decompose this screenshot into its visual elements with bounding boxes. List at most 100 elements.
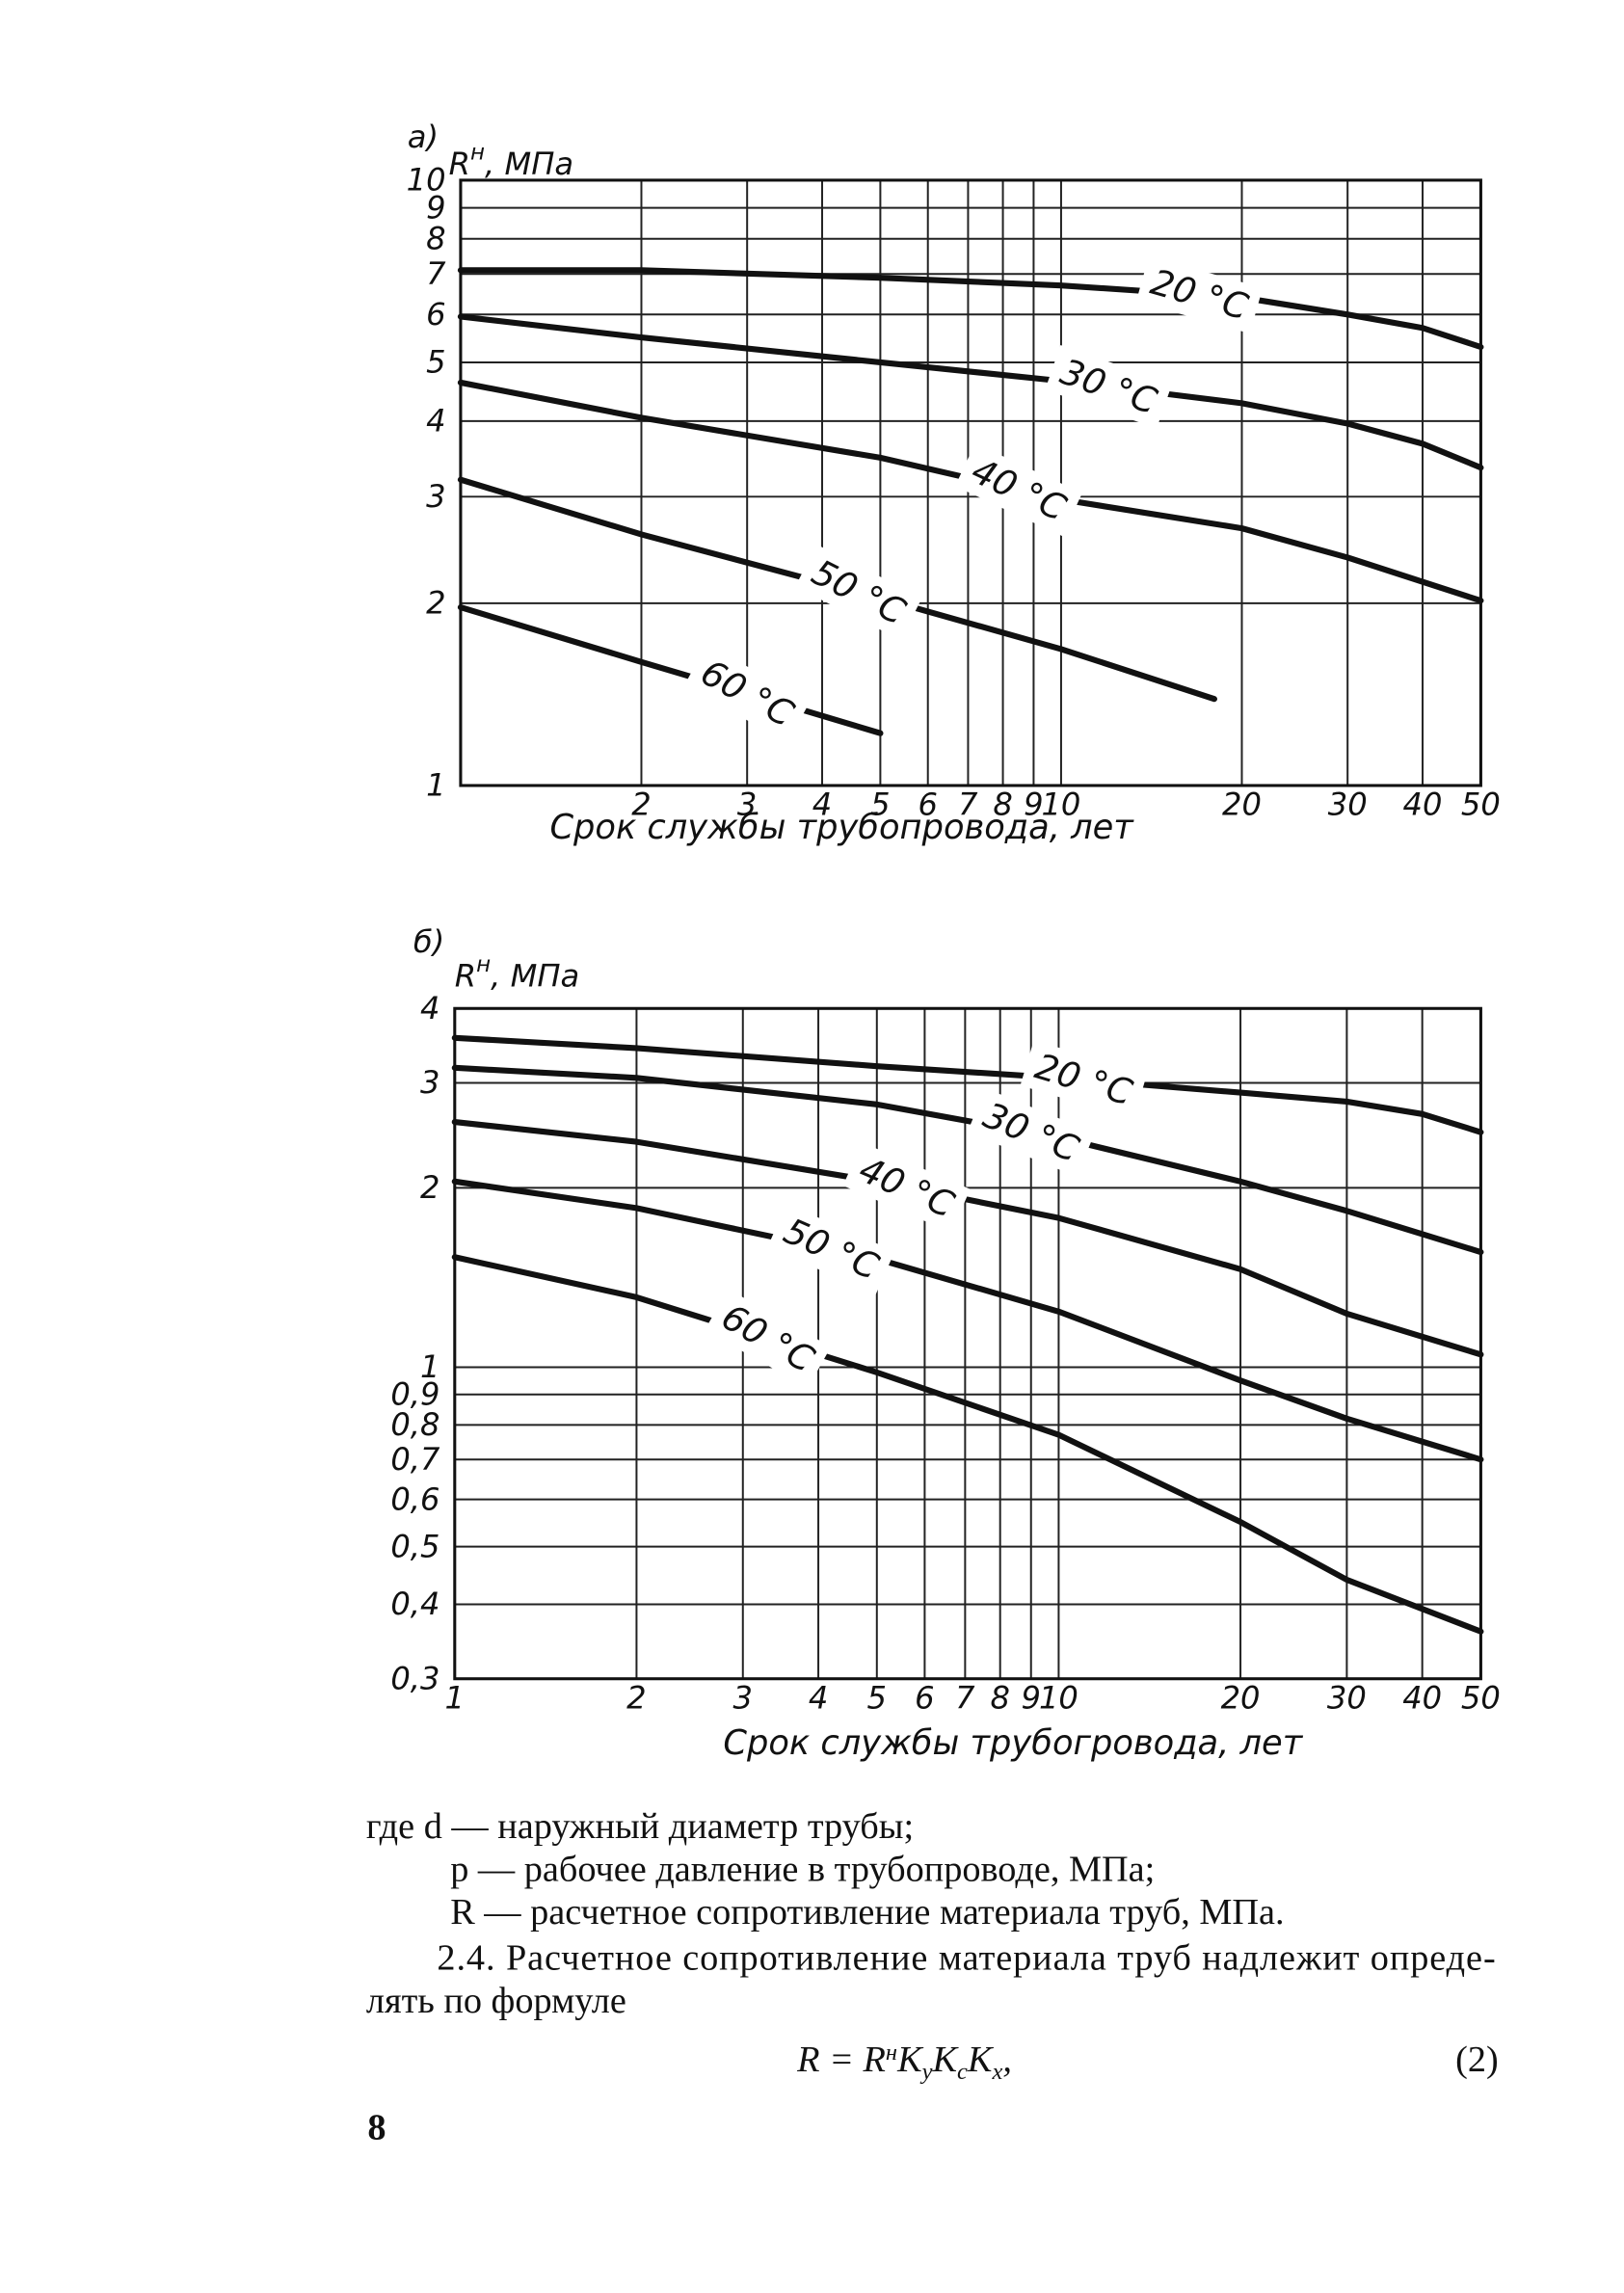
series-line: [451, 1034, 1484, 1135]
x-tick-label: 20: [1221, 1679, 1261, 1716]
panel-label: а): [408, 119, 439, 155]
formula-part: н: [886, 2040, 897, 2066]
y-axis-label: Rн, МПа: [449, 140, 573, 181]
series-label-bg: [795, 544, 922, 641]
y-tick-label: 2: [420, 1169, 439, 1206]
series-label-group: 20 °C: [1135, 255, 1264, 334]
x-tick-label: 9: [1022, 1679, 1041, 1716]
series-line: [451, 1254, 1484, 1635]
y-tick-label: 0,4: [390, 1586, 439, 1622]
y-tick-label: 1: [420, 1348, 439, 1385]
x-tick-label: 3: [733, 1679, 753, 1716]
x-axis-label: Срок службы трубопровода, лет: [549, 808, 1134, 847]
series-label-bg: [967, 1088, 1095, 1177]
chart: б) Rн, МПа Срок службы трубогровода, лет 1 2…: [390, 923, 1501, 1763]
x-tick-label: 30: [1327, 1679, 1367, 1716]
y-tick-label: 7: [426, 255, 446, 292]
formula-part: K: [967, 2040, 995, 2080]
series-label-bg: [767, 1203, 895, 1295]
y-tick-label: 3: [426, 478, 445, 515]
x-tick-label: 4: [812, 787, 832, 823]
formula-part: K: [932, 2040, 960, 2080]
y-axis-label-part: R: [455, 957, 476, 994]
y-tick-label: 8: [426, 221, 445, 257]
series-line: [451, 1119, 1484, 1358]
y-axis-label-part: н: [470, 140, 485, 165]
formula-part: у: [919, 2059, 933, 2085]
x-tick-label: 8: [990, 1679, 1009, 1716]
x-tick-label: 50: [1461, 787, 1501, 823]
x-tick-label: 40: [1402, 1679, 1442, 1716]
y-axis-label-part: R: [449, 146, 470, 182]
legend-label: 40 °C: [853, 1149, 960, 1226]
plot-frame: [459, 178, 1482, 787]
x-tick-label: 7: [958, 787, 978, 823]
formula: R = RнKуKсKх,: [796, 2040, 1012, 2085]
y-tick-label: 0,5: [390, 1528, 439, 1564]
x-axis-label: Срок службы трубогровода, лет: [723, 1723, 1303, 1763]
y-tick-label: 4: [420, 990, 439, 1027]
text-line: p — рабочее давление в трубопроводе, МПа…: [450, 1850, 1155, 1890]
x-tick-label: 5: [870, 787, 890, 823]
formula-part: ,: [1002, 2040, 1012, 2080]
x-tick-label: 9: [1024, 787, 1043, 823]
y-tick-label: 0,7: [390, 1441, 440, 1478]
x-tick-label: 6: [915, 1679, 934, 1716]
y-tick-label: 0,3: [390, 1660, 439, 1696]
y-tick-label: 1: [426, 767, 445, 804]
panel-label: б): [413, 923, 444, 960]
text-line: где d — наружный диаметр трубы;: [366, 1806, 914, 1847]
series-label-group: 30 °C: [1045, 345, 1173, 429]
text-line: лять по формуле: [366, 1981, 626, 2021]
y-tick-label: 3: [420, 1064, 439, 1101]
series-label-group: 50 °C: [767, 1203, 895, 1295]
series-label-bg: [1045, 345, 1173, 429]
x-tick-label: 7: [955, 1679, 975, 1716]
series-line: [451, 1178, 1484, 1463]
x-tick-label: 1: [445, 1679, 465, 1716]
plot-frame: [453, 1006, 1482, 1681]
y-tick-label: 0,9: [390, 1375, 439, 1412]
x-tick-label: 10: [1039, 1679, 1078, 1716]
x-tick-label: 2: [626, 1679, 646, 1716]
formula-part: R = R: [796, 2040, 886, 2080]
y-tick-label: 4: [426, 403, 445, 440]
x-tick-label: 10: [1041, 787, 1080, 823]
x-tick-label: 3: [737, 787, 757, 823]
y-tick-label: 10: [407, 162, 446, 199]
series-line: [457, 604, 884, 736]
x-tick-label: 8: [993, 787, 1012, 823]
y-axis-label-part: н: [476, 952, 491, 977]
formula-part: с: [957, 2059, 968, 2085]
series-label-bg: [683, 644, 811, 743]
x-tick-label: 5: [867, 1679, 887, 1716]
body-text: где d — наружный диаметр трубы; p — рабо…: [366, 1806, 1499, 2147]
y-axis-label: Rн, МПа: [455, 952, 579, 994]
y-axis-label-part: , МПа: [491, 957, 579, 994]
text-line: R — расчетное сопротивление материала тр…: [450, 1892, 1284, 1933]
x-tick-label: 50: [1461, 1679, 1501, 1716]
series-label-group: 40 °C: [842, 1142, 971, 1233]
formula-part: х: [991, 2059, 1002, 2085]
x-tick-label: 30: [1328, 787, 1368, 823]
series-label-bg: [842, 1142, 971, 1233]
legend-label: 50 °C: [778, 1210, 885, 1288]
series-label-bg: [1020, 1040, 1148, 1120]
legend-label: 40 °C: [966, 450, 1073, 529]
x-tick-label: 20: [1222, 787, 1262, 823]
x-tick-label: 2: [631, 787, 651, 823]
series-line: [457, 313, 1484, 471]
series-label-bg: [705, 1289, 832, 1389]
formula-number: (2): [1455, 2040, 1499, 2080]
series-label-group: 50 °C: [795, 544, 922, 641]
series-label-group: 20 °C: [1020, 1040, 1148, 1120]
formula-part: K: [896, 2040, 924, 2080]
y-axis-label-part: , МПа: [485, 146, 573, 182]
series-label-bg: [955, 442, 1082, 537]
y-tick-label: 0,6: [390, 1480, 439, 1517]
page-number: 8: [367, 2108, 386, 2148]
y-tick-label: 2: [426, 585, 445, 622]
